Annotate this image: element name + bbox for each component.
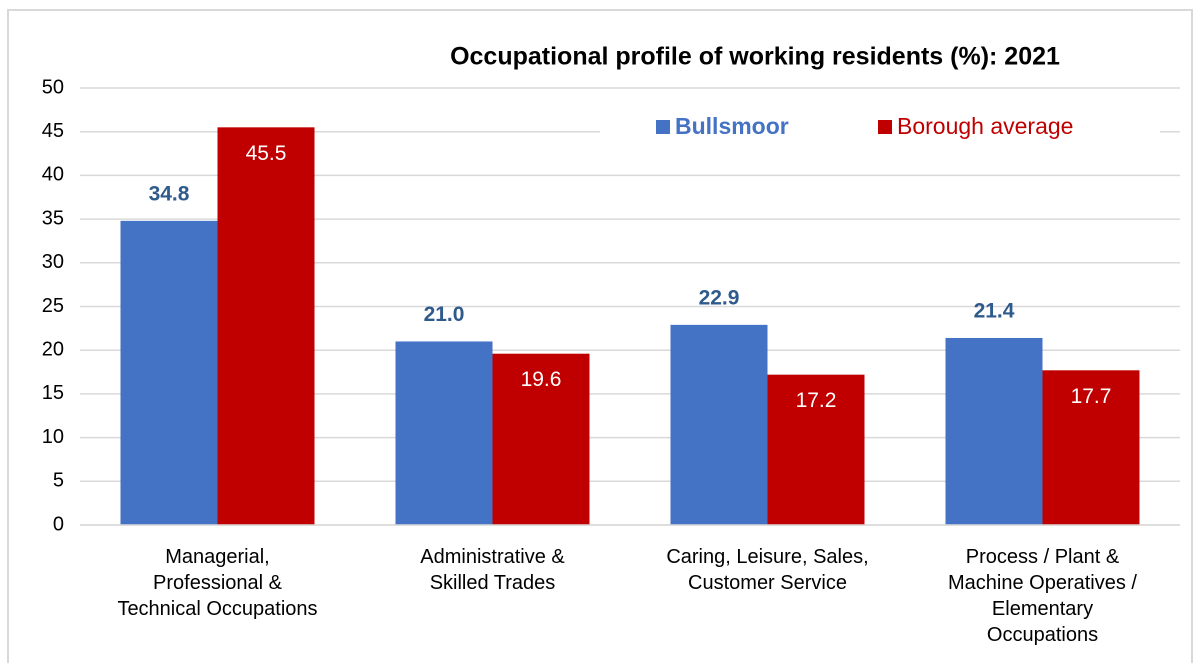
y-tick-label: 20 (42, 338, 64, 360)
data-label: 21.0 (424, 303, 465, 326)
y-tick-label: 30 (42, 251, 64, 273)
y-tick-label: 5 (53, 470, 64, 492)
data-label: 45.5 (246, 142, 287, 165)
bar (217, 127, 315, 525)
y-tick-label: 50 (42, 76, 64, 98)
legend-swatch (656, 120, 670, 134)
chart-title: Occupational profile of working resident… (450, 43, 1060, 71)
data-label: 22.9 (699, 286, 740, 309)
x-tick-label: Process / Plant & Machine Operatives / E… (948, 546, 1137, 646)
y-tick-label: 45 (42, 120, 64, 142)
y-tick-label: 0 (53, 513, 64, 535)
data-label: 17.7 (1071, 385, 1112, 408)
data-label: 19.6 (521, 368, 562, 391)
bar (120, 220, 218, 525)
legend-swatch (878, 120, 892, 134)
y-tick-label: 40 (42, 164, 64, 186)
bar (945, 337, 1043, 525)
y-tick-label: 15 (42, 382, 64, 404)
y-tick-label: 35 (42, 207, 64, 229)
x-tick-label: Caring, Leisure, Sales, Customer Service (666, 546, 869, 594)
bar (767, 374, 865, 525)
data-label: 17.2 (796, 389, 837, 412)
bar (395, 341, 493, 525)
y-tick-label: 10 (42, 426, 64, 448)
bar (670, 324, 768, 525)
chart-frame (7, 9, 1193, 663)
x-tick-label: Administrative & Skilled Trades (420, 546, 565, 594)
legend-label: Bullsmoor (675, 113, 789, 139)
data-label: 21.4 (974, 300, 1015, 323)
bar (1042, 370, 1140, 525)
legend-label: Borough average (897, 113, 1073, 139)
y-tick-label: 25 (42, 295, 64, 317)
data-label: 34.8 (149, 182, 190, 205)
bar (492, 353, 590, 525)
x-tick-label: Managerial, Professional & Technical Occ… (117, 546, 318, 620)
